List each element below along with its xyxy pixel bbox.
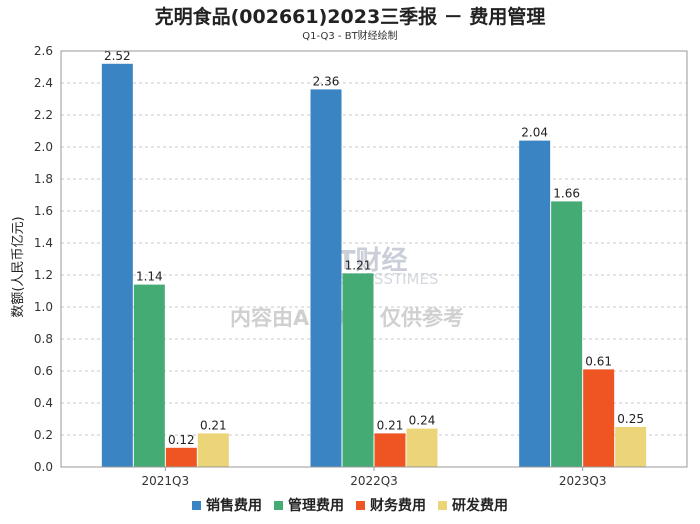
chart-subtitle: Q1-Q3 - BT财经绘制 — [302, 31, 398, 42]
bar — [165, 447, 197, 467]
x-tick-label: 2021Q3 — [142, 474, 190, 488]
bar — [197, 433, 229, 467]
bar-value-label: 2.04 — [521, 126, 548, 140]
legend-label: 研发费用 — [452, 497, 508, 514]
bar — [615, 427, 647, 467]
y-tick-label: 1.6 — [34, 204, 53, 218]
y-tick-label: 1.8 — [34, 172, 53, 186]
y-tick-label: 0.4 — [34, 396, 53, 410]
legend-label: 销售费用 — [206, 497, 262, 514]
bar-value-label: 2.36 — [313, 74, 340, 88]
y-tick-label: 2.6 — [34, 44, 53, 58]
y-axis-label: 数额(人民币亿元) — [11, 216, 26, 317]
bar-value-label: 0.61 — [585, 354, 612, 368]
y-tick-label: 1.2 — [34, 268, 53, 282]
x-tick-label: 2022Q3 — [350, 474, 398, 488]
x-tick-label: 2023Q3 — [559, 474, 607, 488]
y-tick-label: 0.0 — [34, 460, 53, 474]
y-tick-label: 0.2 — [34, 428, 53, 442]
bar — [310, 89, 342, 468]
bar — [101, 63, 133, 468]
bar — [551, 201, 583, 467]
bars: 2.52 1.14 0.12 0.21 2.36 1.21 0.21 0.24 2.04 1.66… — [101, 49, 647, 468]
bar-value-label: 0.24 — [409, 414, 436, 428]
y-tick-label: 1.4 — [34, 236, 53, 250]
y-tick-label: 0.6 — [34, 364, 53, 378]
bar-value-label: 2.52 — [104, 49, 131, 63]
legend: 销售费用 管理费用 财务费用 研发费用 — [192, 497, 508, 514]
y-tick-label: 2.0 — [34, 140, 53, 154]
bar — [519, 140, 551, 467]
legend-swatch — [192, 501, 201, 510]
bar — [342, 273, 374, 467]
bar-value-label: 0.25 — [617, 412, 644, 426]
bar-value-label: 0.12 — [168, 433, 195, 447]
legend-label: 管理费用 — [288, 497, 344, 514]
bar — [133, 284, 165, 467]
y-tick-label: 2.2 — [34, 108, 53, 122]
legend-swatch — [438, 501, 447, 510]
chart-title: 克明食品(002661)2023三季报 － 费用管理 — [154, 6, 546, 28]
y-tick-label: 0.8 — [34, 332, 53, 346]
bar — [406, 428, 438, 467]
bar-value-label: 1.21 — [345, 258, 372, 272]
legend-swatch — [356, 501, 365, 510]
legend-swatch — [274, 501, 283, 510]
bar-value-label: 1.66 — [553, 186, 580, 200]
y-tick-label: 1.0 — [34, 300, 53, 314]
bar — [374, 433, 406, 467]
axes: 0.0 0.2 0.4 0.6 0.8 1.0 1.2 1.4 1.6 1.8 2.0 2.2 2.4 2… — [34, 44, 688, 488]
y-tick-label: 2.4 — [34, 76, 53, 90]
legend-label: 财务费用 — [369, 497, 426, 514]
bar-value-label: 1.14 — [136, 270, 163, 284]
bar-value-label: 0.21 — [200, 418, 227, 432]
bar — [583, 369, 615, 467]
bar-value-label: 0.21 — [377, 418, 404, 432]
